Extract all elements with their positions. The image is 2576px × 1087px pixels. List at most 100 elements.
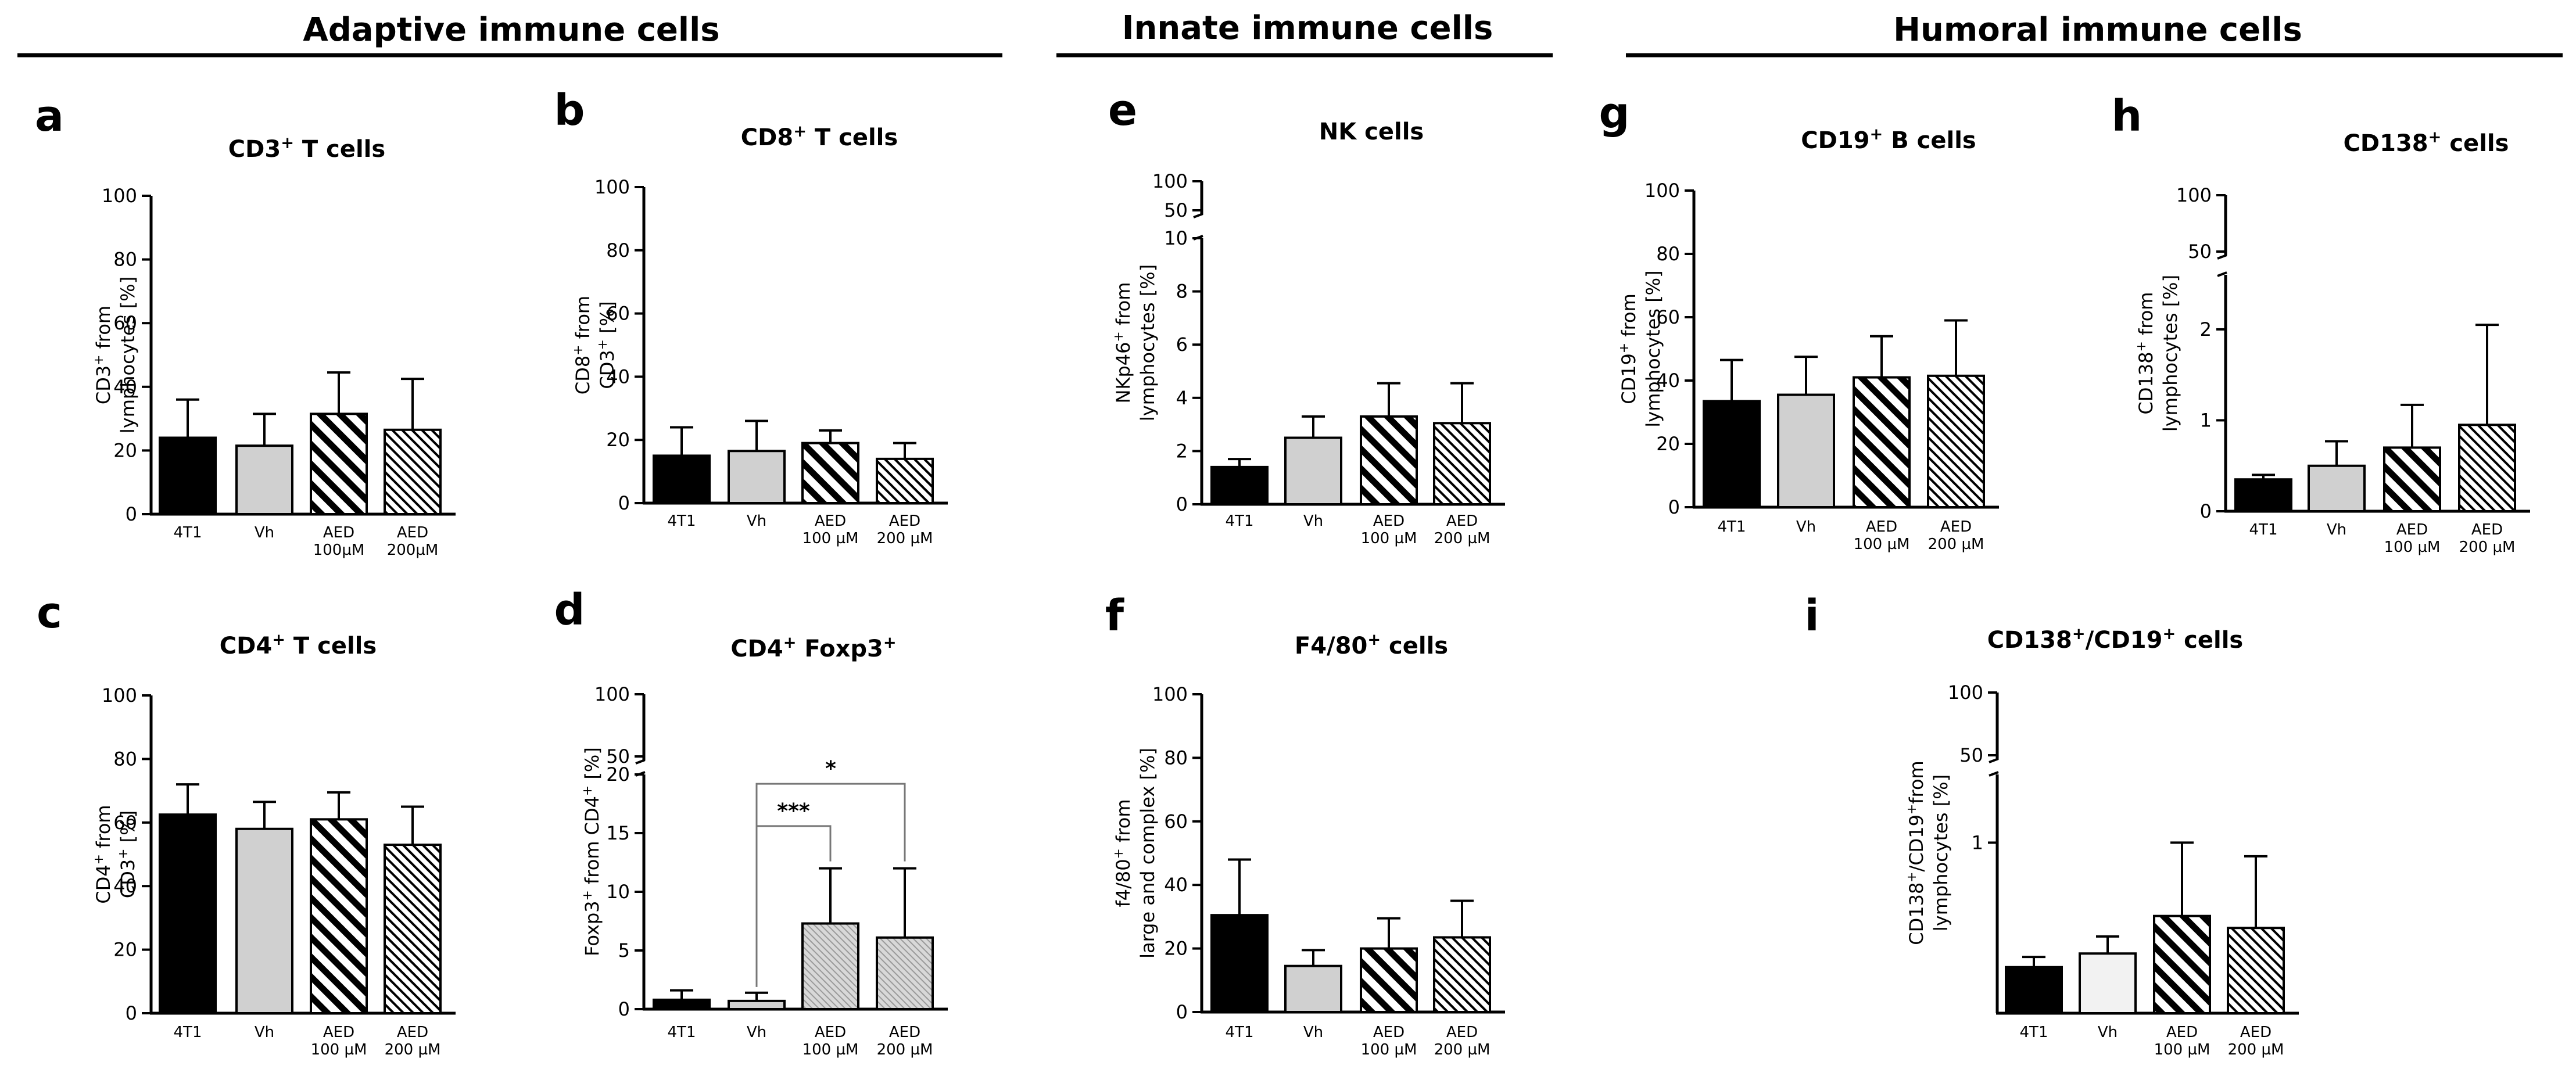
bar	[1360, 947, 1418, 1013]
x-category-label: AED	[1446, 512, 1478, 530]
panel-title: F4/80+ cells	[1295, 631, 1448, 660]
y-tick-label: 80	[1656, 243, 1680, 265]
section-title-adaptive: Adaptive immune cells	[303, 11, 719, 49]
x-category-label: 200µM	[387, 541, 439, 559]
y-tick-label: 20	[1656, 433, 1680, 455]
bar	[2383, 446, 2441, 513]
axis-break-mark	[2217, 271, 2227, 277]
y-tick-label: 80	[113, 249, 137, 271]
y-tick-label: 80	[1164, 747, 1188, 769]
chart-panel-h: h CD138+ cells CD138+ from lymphocytes [%] 0…	[2112, 91, 2530, 556]
y-tick-label: 80	[113, 748, 137, 770]
y-tick-label: 100	[1152, 683, 1188, 705]
y-tick-label: 100	[102, 185, 137, 207]
bar	[2153, 914, 2211, 1015]
bar	[1927, 374, 1985, 509]
panel-letter: b	[554, 85, 585, 135]
bar	[653, 998, 711, 1010]
bar	[801, 442, 859, 505]
panel-letter: h	[2112, 91, 2143, 141]
x-category-label: Vh	[747, 512, 766, 530]
bar	[1360, 415, 1418, 505]
x-category-label: 4T1	[1226, 1024, 1254, 1041]
x-category-label: 100 µM	[311, 1041, 367, 1059]
chart-panel-e: e NK cells NKp46+ from lymphocytes [%] 0 2 4 6 8…	[1108, 85, 1505, 547]
bar	[384, 844, 442, 1014]
y-tick-label: 60	[1164, 810, 1188, 833]
x-category-label: AED	[2166, 1024, 2198, 1041]
bar	[876, 936, 934, 1011]
chart-panel-g: g CD19+ B cells CD19+ from lymphocytes [%] 0…	[1599, 88, 1999, 553]
y-tick-label: 5	[618, 939, 630, 962]
y-tick-label: 100	[1152, 170, 1188, 192]
x-category-label: 200 µM	[2459, 539, 2516, 556]
bar	[159, 813, 217, 1014]
chart-panel-f: f F4/80+ cells f4/80+ from large and comple…	[1105, 591, 1505, 1059]
x-category-label: 200 µM	[1434, 530, 1491, 547]
significance-label: ***	[777, 799, 810, 823]
axis-break-mark	[2217, 254, 2227, 260]
bar	[1777, 393, 1835, 509]
bar	[1210, 914, 1269, 1014]
x-category-label: 4T1	[1718, 518, 1746, 536]
bar	[728, 450, 786, 504]
y-tick-label: 50	[2188, 241, 2212, 263]
x-category-label: Vh	[1796, 518, 1816, 536]
y-tick-label: 2	[1176, 440, 1188, 462]
x-category-label: Vh	[747, 1024, 766, 1041]
y-tick-label: 20	[113, 939, 137, 961]
x-category-label: AED	[323, 1024, 354, 1041]
y-axis-label: f4/80+ from	[1112, 799, 1135, 907]
y-tick-label: 0	[1176, 1001, 1188, 1023]
significance-label: *	[825, 757, 836, 781]
x-category-label: AED	[889, 1024, 920, 1041]
y-tick-label: 2	[2200, 318, 2212, 340]
y-axis-label: lymphocytes [%]	[117, 277, 139, 433]
y-tick-label: 20	[606, 763, 630, 785]
y-tick-label: 100	[102, 684, 137, 706]
y-axis-label: CD4+ from	[92, 805, 115, 903]
panel-letter: f	[1105, 591, 1124, 641]
y-tick-label: 4	[1176, 387, 1188, 409]
y-axis-label: lymphocytes [%]	[2159, 275, 2181, 432]
y-tick-label: 10	[1164, 227, 1188, 249]
y-tick-label: 40	[113, 376, 137, 398]
y-axis-label: CD19+ from	[1617, 293, 1640, 404]
y-axis-label: CD8+ from	[571, 296, 594, 394]
bar	[2234, 478, 2292, 513]
axis-break-mark	[1193, 213, 1203, 218]
x-category-label: 4T1	[174, 1024, 202, 1041]
y-tick-label: 1	[2200, 409, 2212, 431]
y-axis-label: CD138+/CD19+from	[1905, 760, 1928, 945]
panel-title: NK cells	[1319, 119, 1424, 145]
bar	[2079, 952, 2137, 1014]
x-category-label: 200 µM	[877, 530, 933, 547]
y-axis-label: large and complex [%]	[1137, 748, 1159, 959]
x-category-label: 100 µM	[2384, 539, 2441, 556]
bar	[235, 827, 293, 1014]
y-axis-label: CD138+ from	[2134, 292, 2158, 415]
x-category-label: AED	[1373, 1024, 1405, 1041]
x-category-label: AED	[2471, 521, 2503, 539]
y-tick-label: 8	[1176, 281, 1188, 303]
y-tick-label: 60	[113, 812, 137, 834]
x-category-label: 4T1	[174, 524, 202, 541]
x-category-label: AED	[2396, 521, 2428, 539]
axis-break-mark	[635, 771, 646, 777]
bar	[384, 428, 442, 516]
y-tick-label: 1	[1972, 831, 1983, 853]
bar	[1284, 436, 1342, 505]
y-tick-label: 0	[126, 1002, 137, 1024]
panel-title: CD19+ B cells	[1801, 125, 1976, 155]
bar	[801, 922, 859, 1011]
x-category-label: AED	[323, 524, 354, 541]
bar	[310, 412, 368, 515]
x-category-label: 100 µM	[802, 530, 859, 547]
bar	[310, 818, 368, 1014]
x-category-label: AED	[397, 524, 428, 541]
y-tick-label: 40	[606, 365, 630, 388]
bar	[2227, 927, 2285, 1014]
y-tick-label: 50	[606, 745, 630, 767]
y-tick-label: 40	[1656, 369, 1680, 392]
axis-break-mark	[1193, 235, 1203, 241]
